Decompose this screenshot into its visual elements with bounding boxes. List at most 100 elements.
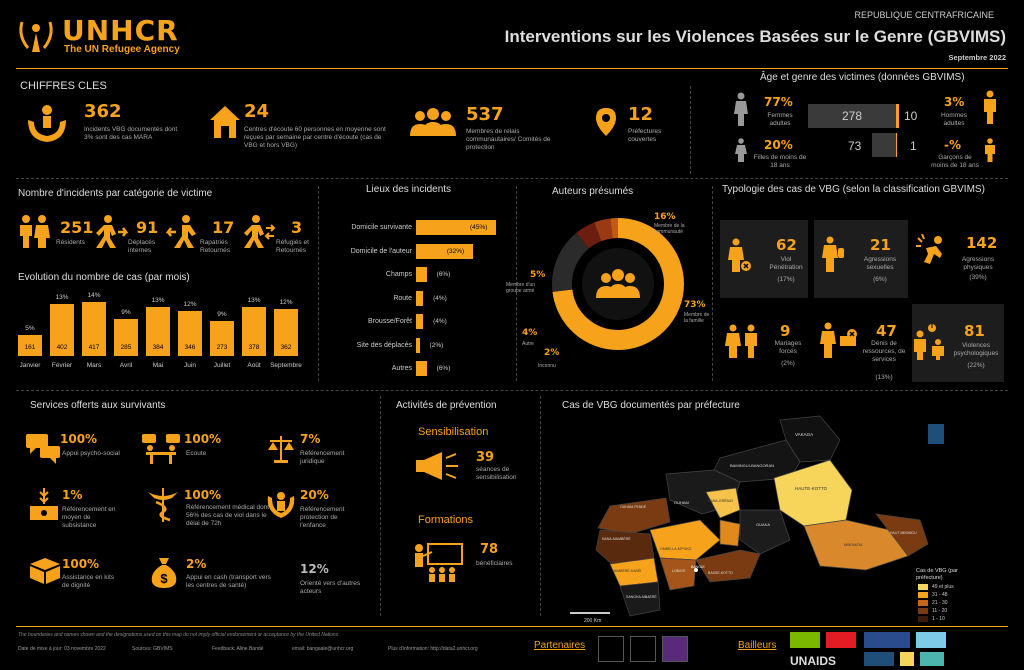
garcons-value: 1 xyxy=(910,139,917,153)
refugies-icon xyxy=(242,214,276,253)
typo-viol-pct: (17%) xyxy=(777,276,795,283)
garcons-pct: -% xyxy=(944,138,962,152)
femmes-adultes-label: Femmes adultes xyxy=(767,112,793,127)
evolution-month-label: Janvier xyxy=(19,362,41,369)
evolution-bar-pct: 9% xyxy=(121,309,131,317)
man-adult-icon xyxy=(982,90,998,129)
kpi-relais-label: Membres de relais communautaires/ Comité… xyxy=(466,128,551,151)
svg-text:OMBELLA-M'POKO: OMBELLA-M'POKO xyxy=(660,547,692,551)
hommes-label: Hommes adultes xyxy=(940,112,967,127)
auteur-famille-pct: 73% xyxy=(684,300,706,310)
lieux-row-pct: (2%) xyxy=(429,341,444,349)
evolution-bar-value: 417 xyxy=(88,344,100,351)
svg-text:HAUTE-KOTTO: HAUTE-KOTTO xyxy=(795,486,828,491)
svc-medical-label: Référencement médical dont 56% des cas d… xyxy=(186,504,270,527)
woman-hand-icon xyxy=(820,236,844,277)
kpi-incidents-label: Incidents VBG documentés dont 3% sont de… xyxy=(84,126,178,141)
svc-cash-label: Appui en cash (transport vers les centre… xyxy=(186,574,271,589)
auteur-communaute-pct: 16% xyxy=(654,212,676,222)
auteur-inconnu-pct: 2% xyxy=(544,348,560,358)
wheat-money-icon xyxy=(30,488,58,527)
auteur-autre-pct: 4% xyxy=(522,328,538,338)
money-bag-icon: $ xyxy=(150,558,178,593)
evolution-bar-value: 346 xyxy=(184,344,196,351)
svg-text:$: $ xyxy=(160,571,168,586)
evolution-month-label: Mai xyxy=(152,362,164,369)
typo-viol-label: Viol Pénétration xyxy=(769,256,803,271)
map-bangui-marker xyxy=(694,568,698,572)
map-legend-label: 31 - 48 xyxy=(932,592,948,598)
footer-info-link[interactable]: Plus d'information: http://data2.unhcr.o… xyxy=(388,646,478,652)
map-prefecture-ouaka xyxy=(739,509,791,555)
typo-agr-sex-pct: (6%) xyxy=(873,276,887,283)
lieux-row-label: Route xyxy=(393,294,412,302)
evolution-bar-pct: 12% xyxy=(183,301,197,309)
lieux-row-pct: (32%) xyxy=(446,247,465,255)
evolution-bar-value: 161 xyxy=(24,344,36,351)
garcons-bar xyxy=(896,133,897,157)
footer-email[interactable]: email: bangaale@unhcr.org xyxy=(292,646,354,652)
auteur-autre-label: Autre xyxy=(522,341,534,347)
psychological-violence-icon xyxy=(912,324,948,365)
typo-agr-phys-label: Agressions physiques xyxy=(961,256,995,271)
svc-subsistance-label: Référencement en moyen de subsistance xyxy=(62,506,116,529)
evolution-title: Evolution du nombre de cas (par mois) xyxy=(18,272,190,283)
scales-icon xyxy=(268,434,294,469)
sensibilisation-title: Sensibilisation xyxy=(418,426,489,438)
residents-value: 251 xyxy=(60,218,94,237)
donor-logo-5 xyxy=(864,652,894,666)
evolution-bar-value: 384 xyxy=(152,344,164,351)
formations-title: Formations xyxy=(418,514,474,526)
lieux-row-pct: (6%) xyxy=(436,271,451,278)
svc-protection-label: Référencement protection de l'enfance xyxy=(300,506,345,529)
evolution-month-label: Juin xyxy=(184,362,196,369)
boy-icon xyxy=(984,138,996,167)
house-icon xyxy=(208,104,242,145)
svg-text:LOBAYE: LOBAYE xyxy=(672,569,686,573)
evolution-month-label: Mars xyxy=(86,362,102,369)
evolution-month-label: Février xyxy=(51,362,73,369)
svc-kits-label: Assistance en kits de dignité xyxy=(62,574,115,589)
map-scale-bar xyxy=(570,612,610,614)
evolution-bar xyxy=(114,319,138,356)
donut-slice-communaute xyxy=(552,218,684,350)
sensibilisation-label: séances de sensibilisation xyxy=(476,466,517,481)
rapatries-icon xyxy=(165,214,200,253)
lieux-row-pct: (4%) xyxy=(433,318,447,325)
map-legend-title: Cas de VBG (par préfecture) xyxy=(916,568,958,581)
speech-bubble-icon xyxy=(26,434,60,469)
formations-label: bénéficiaires xyxy=(476,560,513,567)
filles-label: Filles de moins de 18 ans xyxy=(753,154,807,169)
donor-logo-4 xyxy=(916,632,946,648)
typo-agr-phys-pct: (39%) xyxy=(969,274,987,281)
typo-mariage-label: Mariages forcés xyxy=(774,340,802,355)
typo-psycho-pct: (22%) xyxy=(967,362,985,369)
svc-subsistance-value: 1% xyxy=(62,488,83,502)
page-title: Interventions sur les Violences Basées s… xyxy=(504,27,1006,46)
group-people-icon xyxy=(408,108,458,143)
evolution-month-label: Avril xyxy=(119,362,133,369)
auteur-groupe-label: Membre d'un groupe armé xyxy=(506,282,536,294)
svc-psycho-label: Appui psycho-social xyxy=(62,450,120,457)
footer-disclaimer: The boundaries and names shown and the d… xyxy=(18,632,339,638)
typo-psycho-value: 81 xyxy=(964,322,985,340)
evolution-bar-pct: 13% xyxy=(247,297,261,305)
svc-psycho-value: 100% xyxy=(60,432,98,446)
woman-x-icon xyxy=(726,238,752,277)
map-prefecture-ouham-pende xyxy=(597,497,671,535)
map-legend-swatch xyxy=(918,600,928,606)
kpi-prefectures-label: Préfectures couvertes xyxy=(628,128,662,143)
evolution-bar-value: 273 xyxy=(216,344,228,351)
donor-logo-3 xyxy=(864,632,910,648)
map-legend-swatch xyxy=(918,608,928,614)
kpi-incidents-value: 362 xyxy=(84,101,122,122)
prevention-title: Activités de prévention xyxy=(396,400,497,411)
evolution-bar-value: 402 xyxy=(56,344,68,351)
evolution-month-label: Août xyxy=(247,362,261,369)
filles-value: 73 xyxy=(848,139,862,153)
map-pin-icon xyxy=(596,108,616,141)
categorie-title: Nombre d'incidents par catégorie de vict… xyxy=(18,188,213,199)
africa-inset-map xyxy=(928,424,944,444)
map-prefecture-haut-mbomou xyxy=(875,513,929,557)
evolution-bar xyxy=(18,335,42,356)
